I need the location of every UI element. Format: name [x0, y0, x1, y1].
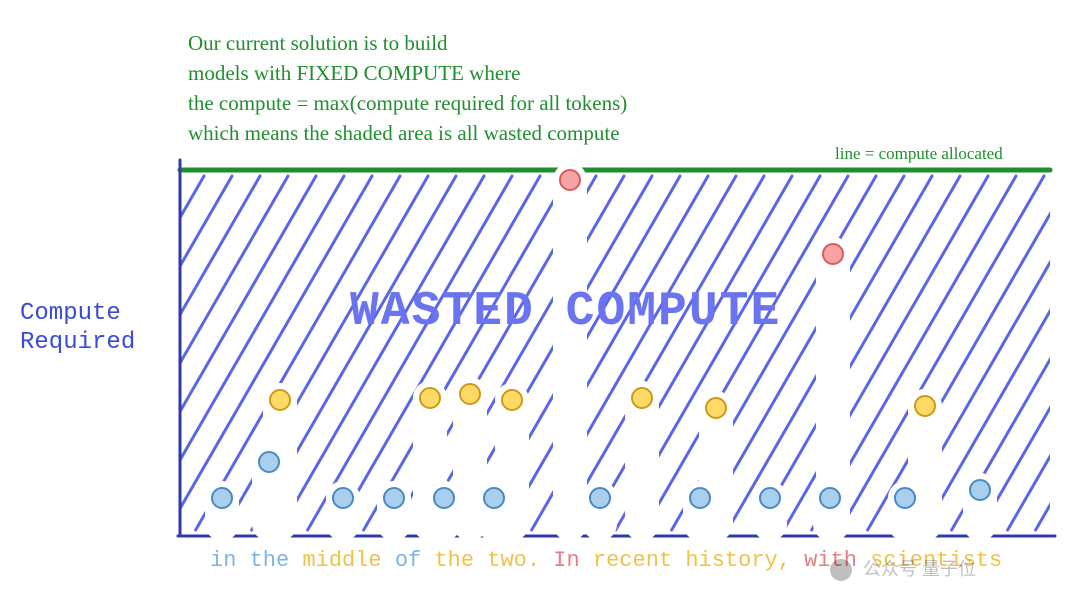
token-point: [706, 398, 726, 418]
annotation-text: Our current solution is to build models …: [188, 28, 627, 148]
ylabel-line1: Compute: [20, 300, 121, 327]
token-point: [823, 244, 843, 264]
allocated-line-label: line = compute allocated: [835, 144, 1003, 164]
watermark: 公众号 量子位: [830, 555, 976, 581]
token-point: [460, 384, 480, 404]
token-point: [502, 390, 522, 410]
watermark-text: 公众号 量子位: [863, 559, 976, 579]
token-point: [690, 488, 710, 508]
token-point: [820, 488, 840, 508]
x-token: In: [553, 548, 593, 573]
token-point: [384, 488, 404, 508]
token-point: [895, 488, 915, 508]
x-token: in: [210, 548, 250, 573]
token-point: [259, 452, 279, 472]
token-point: [970, 480, 990, 500]
token-point: [590, 488, 610, 508]
token-point: [760, 488, 780, 508]
token-point: [484, 488, 504, 508]
figure: Our current solution is to build models …: [0, 0, 1080, 601]
token-point: [333, 488, 353, 508]
token-point: [420, 388, 440, 408]
ylabel-line2: Required: [20, 329, 135, 356]
x-token: recent: [593, 548, 685, 573]
x-token: the: [250, 548, 303, 573]
y-axis-label: Compute Required: [20, 300, 135, 358]
token-point: [632, 388, 652, 408]
token-point: [270, 390, 290, 410]
x-token: middle: [302, 548, 394, 573]
token-point: [434, 488, 454, 508]
x-token: two.: [487, 548, 553, 573]
x-token: history,: [685, 548, 804, 573]
x-token: of: [395, 548, 435, 573]
x-token: the: [434, 548, 487, 573]
wechat-icon: [830, 559, 852, 581]
token-point: [560, 170, 580, 190]
wasted-compute-label: WASTED COMPUTE: [350, 285, 781, 339]
token-point: [915, 396, 935, 416]
token-point: [212, 488, 232, 508]
